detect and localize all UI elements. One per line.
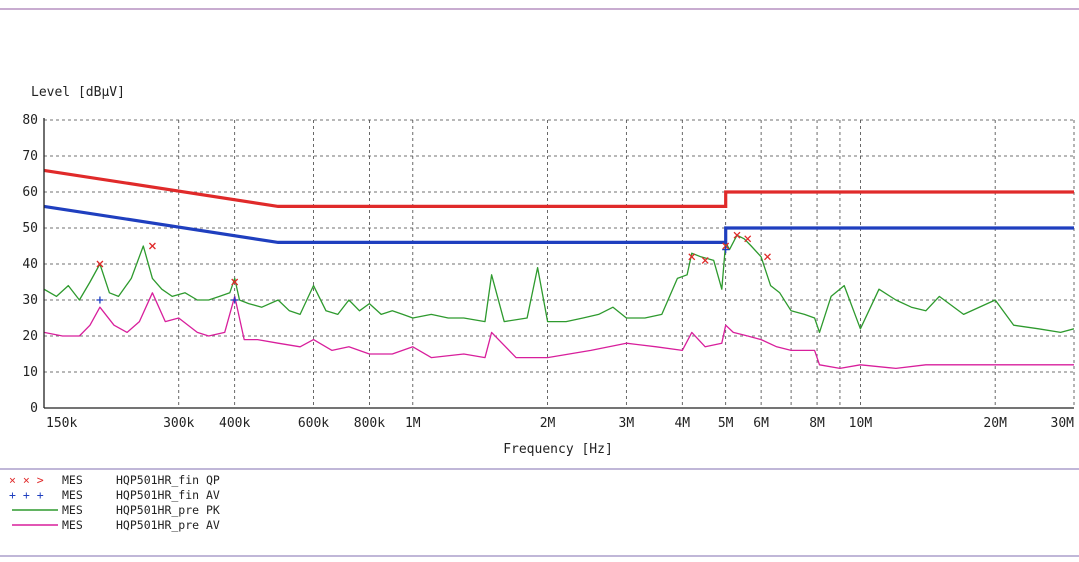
y-tick-label: 0 — [30, 401, 38, 416]
legend-label: HQP501HR_pre AV — [116, 518, 220, 532]
x-axis-label: Frequency [Hz] — [503, 442, 613, 457]
legend-prefix: MES — [62, 503, 83, 517]
x-tick-label: 10M — [849, 416, 873, 431]
plot-area — [43, 168, 1074, 370]
x-tick-label: 20M — [983, 416, 1007, 431]
y-tick-label: 30 — [22, 293, 38, 308]
legend-item: MES HQP501HR_pre AV — [12, 518, 220, 532]
marker-layer — [96, 231, 771, 304]
x-tick-label: 6M — [753, 416, 769, 431]
y-tick-label: 70 — [22, 149, 38, 164]
qp-marker — [231, 278, 239, 286]
legend-x-marker-icon: × × > — [9, 473, 44, 487]
x-tick-label: 3M — [619, 416, 635, 431]
legend-prefix: MES — [62, 473, 83, 487]
x-tick-label: 300k — [163, 416, 194, 431]
x-tick-labels: 150k 300k 400k 600k 800k 1M 2M 3M 4M 5M 6M 8M 10M 20M… — [46, 416, 1074, 431]
av-marker — [96, 296, 104, 304]
qp-marker — [688, 253, 696, 261]
legend-prefix: MES — [62, 488, 83, 502]
x-tick-label: 150k — [46, 416, 77, 431]
av-marker — [231, 296, 239, 304]
x-tick-label: 4M — [674, 416, 690, 431]
legend-item: + + + MES HQP501HR_fin AV — [9, 488, 220, 502]
qp-marker — [148, 242, 156, 250]
limit-layer — [43, 168, 1074, 244]
y-tick-label: 80 — [22, 113, 38, 128]
legend-label: HQP501HR_fin AV — [116, 488, 220, 502]
legend: × × > MES HQP501HR_fin QP + + + MES HQP501HR_… — [9, 473, 220, 532]
legend-plus-marker-icon: + + + — [9, 488, 44, 502]
x-tick-label: 5M — [718, 416, 734, 431]
x-tick-label: 800k — [354, 416, 385, 431]
y-tick-label: 20 — [22, 329, 38, 344]
grid — [44, 119, 1075, 408]
y-tick-label: 60 — [22, 185, 38, 200]
legend-prefix: MES — [62, 518, 83, 532]
series-hqp501hr-pre-av — [44, 292, 1074, 370]
qp-marker — [722, 242, 730, 250]
qp-marker — [96, 260, 104, 268]
x-tick-label: 600k — [298, 416, 329, 431]
series-hqp501hr-pre-pk — [44, 234, 1074, 334]
x-tick-label: 400k — [219, 416, 250, 431]
series-layer — [44, 234, 1074, 370]
qp-marker — [744, 235, 752, 243]
y-axis-label: Level [dBµV] — [31, 85, 125, 100]
legend-item: × × > MES HQP501HR_fin QP — [9, 473, 220, 487]
qp-marker — [733, 231, 741, 239]
x-tick-label: 8M — [809, 416, 825, 431]
qp-marker — [701, 256, 709, 264]
legend-label: HQP501HR_fin QP — [116, 473, 220, 487]
legend-item: MES HQP501HR_pre PK — [12, 503, 220, 517]
legend-label: HQP501HR_pre PK — [116, 503, 220, 517]
x-tick-label: 30M — [1051, 416, 1075, 431]
y-tick-label: 40 — [22, 257, 38, 272]
y-tick-labels: 0 10 20 30 40 50 60 70 80 — [22, 113, 38, 416]
limit-line-1 — [43, 168, 1074, 208]
y-tick-label: 50 — [22, 221, 38, 236]
x-tick-label: 2M — [540, 416, 556, 431]
x-tick-label: 1M — [405, 416, 421, 431]
limit-line-2 — [43, 204, 1074, 244]
qp-marker — [764, 253, 771, 261]
av-marker — [722, 246, 730, 254]
y-tick-label: 10 — [22, 365, 38, 380]
